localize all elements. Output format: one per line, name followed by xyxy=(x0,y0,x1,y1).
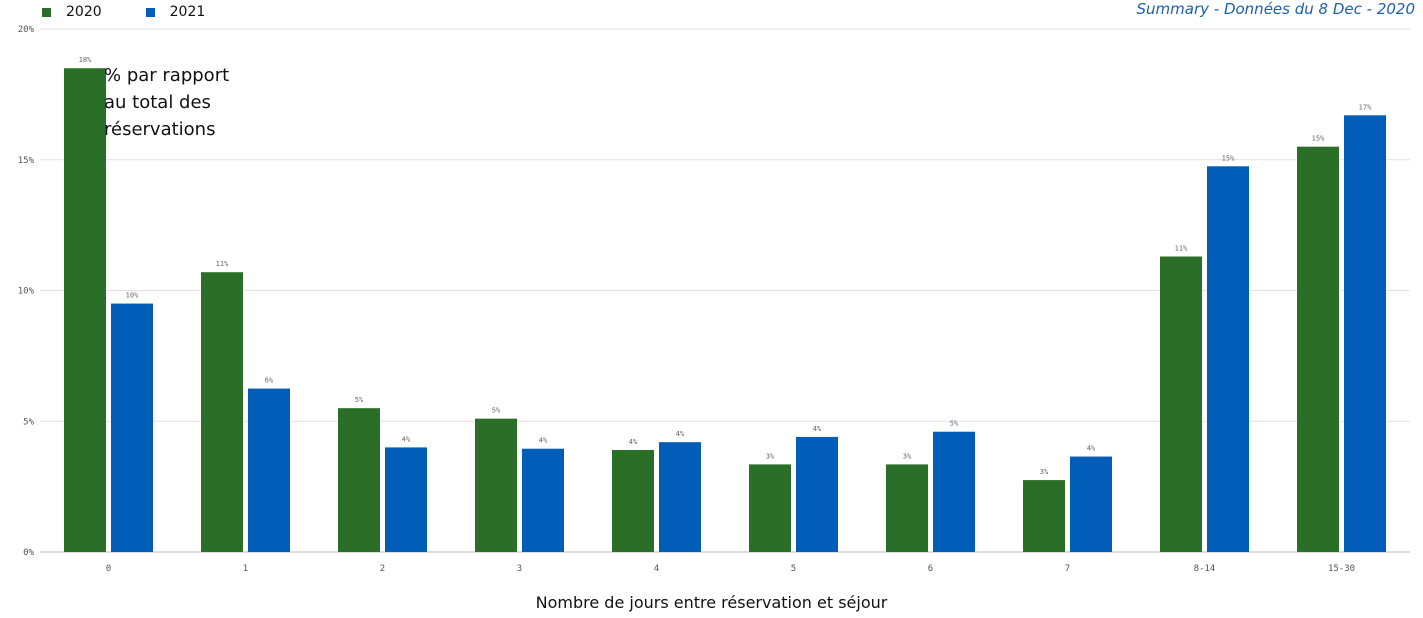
annotation-line: % par rapport xyxy=(104,65,230,86)
bar-2020-2[interactable] xyxy=(338,408,380,552)
bar-data-label: 17% xyxy=(1359,103,1372,111)
bar-data-label: 15% xyxy=(1312,135,1325,143)
legend-item-2020[interactable]: 2020 xyxy=(42,4,102,20)
y-tick-label: 0% xyxy=(23,548,34,558)
chart-legend: 2020 2021 xyxy=(42,4,249,20)
bar-2021-15-30[interactable] xyxy=(1344,115,1386,553)
annotation-line: réservations xyxy=(104,119,216,140)
bar-2020-4[interactable] xyxy=(612,450,654,552)
x-tick-label: 3 xyxy=(517,564,522,574)
bar-2021-7[interactable] xyxy=(1070,456,1112,552)
bar-data-label: 6% xyxy=(265,377,274,385)
bar-data-label: 15% xyxy=(1222,154,1235,162)
bar-data-label: 3% xyxy=(1040,468,1049,476)
bar-data-label: 5% xyxy=(355,396,364,404)
bar-2021-1[interactable] xyxy=(248,388,290,552)
bar-data-label: 5% xyxy=(950,420,959,428)
bar-2020-1[interactable] xyxy=(201,272,243,552)
y-unit-annotation: % par rapport au total des réservations xyxy=(104,62,284,143)
y-tick-label: 5% xyxy=(23,417,34,427)
legend-swatch-2021 xyxy=(145,7,155,17)
bar-2021-2[interactable] xyxy=(385,447,427,552)
x-axis-title: Nombre de jours entre réservation et séj… xyxy=(535,593,888,612)
bar-data-label: 3% xyxy=(766,452,775,460)
bar-data-label: 3% xyxy=(903,452,912,460)
bar-2021-6[interactable] xyxy=(933,431,975,552)
bars xyxy=(64,68,1386,553)
bar-data-label: 4% xyxy=(1087,445,1096,453)
bar-2020-0[interactable] xyxy=(64,68,106,552)
bar-data-label: 4% xyxy=(539,437,548,445)
legend-label-2020: 2020 xyxy=(66,4,102,20)
bar-data-labels: 18% 11% 5% 5% 4% 3% 3% 3% 11% 15% 10% 6% 4% 4% 4% 4% 5% 4… xyxy=(79,56,1372,476)
bar-data-label: 4% xyxy=(676,430,685,438)
legend-item-2021[interactable]: 2021 xyxy=(145,4,206,20)
bar-2021-4[interactable] xyxy=(659,442,701,552)
bar-data-label: 5% xyxy=(492,407,501,415)
annotation-line: au total des xyxy=(104,92,211,113)
bar-data-label: 11% xyxy=(216,260,229,268)
x-tick-label: 2 xyxy=(380,564,385,574)
bar-2020-7[interactable] xyxy=(1023,480,1065,552)
bar-2021-3[interactable] xyxy=(522,448,564,552)
bar-2020-3[interactable] xyxy=(475,418,517,552)
x-tick-label: 5 xyxy=(791,564,796,574)
bar-data-label: 10% xyxy=(126,292,139,300)
x-axis-ticks: 0 1 2 3 4 5 6 7 8-14 15-30 xyxy=(106,564,1355,574)
x-tick-label: 15-30 xyxy=(1328,564,1355,574)
summary-title: Summary - Données du 8 Dec - 2020 xyxy=(1136,0,1415,18)
bar-2021-0[interactable] xyxy=(111,303,153,552)
x-tick-label: 8-14 xyxy=(1194,564,1216,574)
bar-2021-8-14[interactable] xyxy=(1207,166,1249,552)
bar-2020-8-14[interactable] xyxy=(1160,256,1202,552)
legend-swatch-2020 xyxy=(42,7,51,17)
y-tick-label: 20% xyxy=(18,25,35,35)
bar-data-label: 18% xyxy=(79,56,92,64)
bar-2020-6[interactable] xyxy=(886,464,928,552)
bar-2021-5[interactable] xyxy=(796,436,838,552)
x-tick-label: 4 xyxy=(654,564,659,574)
bar-data-label: 11% xyxy=(1175,245,1188,253)
bar-data-label: 4% xyxy=(629,438,638,446)
bar-data-label: 4% xyxy=(402,435,411,443)
y-tick-label: 10% xyxy=(18,287,35,297)
bar-data-label: 4% xyxy=(813,425,822,433)
y-tick-label: 15% xyxy=(18,156,35,166)
x-tick-label: 0 xyxy=(106,564,111,574)
legend-label-2021: 2021 xyxy=(169,4,206,20)
x-tick-label: 7 xyxy=(1065,564,1070,574)
bar-2020-15-30[interactable] xyxy=(1297,146,1339,553)
y-axis-ticks: 0% 5% 10% 15% 20% xyxy=(18,25,35,558)
x-tick-label: 1 xyxy=(243,564,248,574)
bar-2020-5[interactable] xyxy=(749,464,791,552)
x-tick-label: 6 xyxy=(928,564,933,574)
